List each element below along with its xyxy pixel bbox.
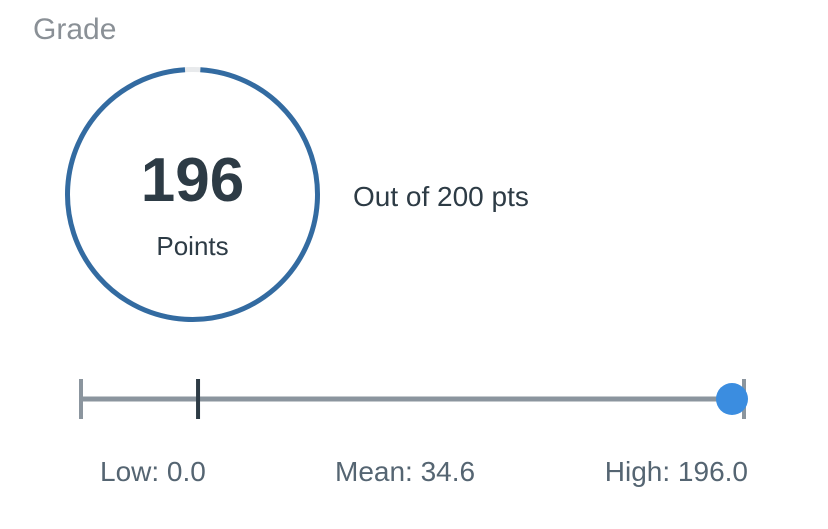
score-distribution-graphic: [79, 379, 748, 419]
grade-ring-progress: [65, 67, 320, 322]
mean-stat: Mean: 34.6: [335, 456, 476, 487]
points-possible-text: Out of 200 pts: [353, 181, 529, 212]
score-marker-dot: [716, 383, 748, 415]
score-value: 196: [140, 146, 245, 215]
grade-ring-center: 196 Points: [60, 62, 325, 327]
high-stat: High: 196.0: [604, 456, 748, 487]
grade-section-title: Grade: [33, 13, 117, 46]
grade-ring-graphic: [65, 67, 320, 322]
grade-ring: 196 Points: [60, 62, 325, 327]
low-stat: Low: 0.0: [100, 456, 206, 487]
score-distribution: [70, 370, 770, 430]
score-unit-label: Points: [156, 231, 229, 261]
